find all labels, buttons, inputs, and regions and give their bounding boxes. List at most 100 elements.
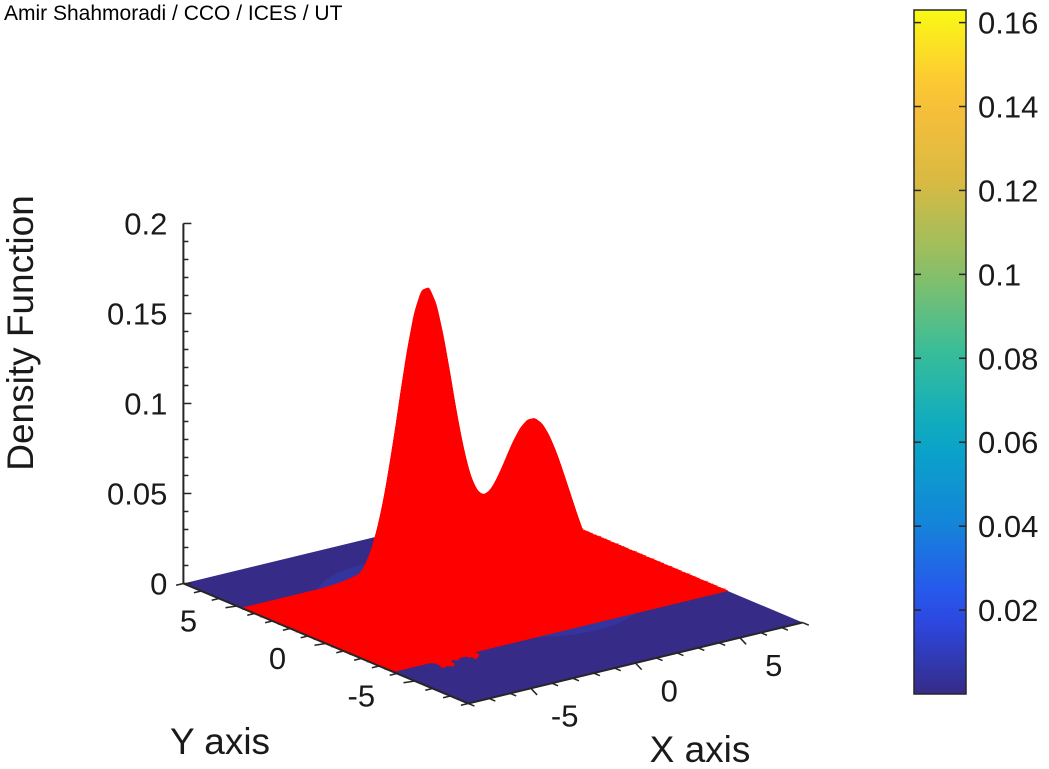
random-walk-point <box>488 613 494 619</box>
x-tick <box>467 702 475 707</box>
y-tick <box>425 687 433 691</box>
random-walk-point <box>408 610 414 616</box>
x-tick <box>488 697 496 702</box>
random-walk-point <box>396 560 402 566</box>
random-walk-point <box>543 627 549 633</box>
random-walk-point <box>520 551 526 557</box>
random-walk-point <box>445 659 451 665</box>
x-tick <box>718 642 726 647</box>
random-walk-point <box>445 618 451 624</box>
random-walk-point <box>538 620 544 626</box>
random-walk-point <box>347 605 353 611</box>
random-walk-point <box>445 639 451 645</box>
random-walk-point <box>458 638 464 644</box>
random-walk-point <box>458 562 464 568</box>
colorbar-gradient <box>914 10 966 694</box>
random-walk-path <box>332 486 560 668</box>
floor-axes: -5 0 5 -5 0 5 <box>175 582 810 734</box>
random-walk-point <box>432 590 438 596</box>
random-walk-point <box>454 647 460 653</box>
random-walk-point <box>458 541 464 547</box>
random-walk-point <box>411 647 417 653</box>
random-walk-point <box>459 648 465 654</box>
random-walk-point <box>404 625 410 631</box>
z-axis-label: Density Function <box>0 195 41 471</box>
random-walk-point <box>504 597 510 603</box>
random-walk-point <box>383 585 389 591</box>
x-tick <box>739 637 747 645</box>
random-walk-point <box>467 561 473 567</box>
random-walk-point <box>372 578 378 584</box>
random-walk-point <box>477 574 483 580</box>
random-walk-point <box>422 651 428 657</box>
random-walk-point <box>538 624 544 630</box>
random-walk-point <box>463 641 469 647</box>
colorbar-tick-label: 0.04 <box>978 509 1038 544</box>
random-walk-point <box>468 651 474 657</box>
random-walk-point <box>452 602 458 608</box>
random-walk-point <box>360 586 366 592</box>
random-walk-point <box>428 656 434 662</box>
random-walk-point <box>417 495 423 501</box>
random-walk-point <box>431 603 437 609</box>
z-tick-label: 0.2 <box>124 206 167 241</box>
random-walk-point <box>383 596 389 602</box>
random-walk-point <box>507 576 513 582</box>
random-walk-point <box>459 625 465 631</box>
random-walk-point <box>437 594 443 600</box>
random-walk-point <box>442 612 448 618</box>
x-tick <box>802 621 810 626</box>
random-walk-point <box>448 567 454 573</box>
colorbar-tick-label: 0.08 <box>978 341 1038 376</box>
random-walk-point <box>399 608 405 614</box>
random-walk-point <box>421 591 427 597</box>
random-walk-point <box>343 602 349 608</box>
z-tick-label: 0.15 <box>107 296 167 331</box>
random-walk-point <box>466 578 472 584</box>
y-tick <box>225 605 237 609</box>
y-tick <box>353 657 362 661</box>
random-walk-point <box>452 637 458 643</box>
random-walk-point <box>438 566 444 572</box>
x-tick <box>697 647 705 652</box>
y-tick <box>442 695 451 699</box>
y-tick <box>211 597 220 601</box>
random-walk-point <box>453 655 459 661</box>
random-walk-point <box>440 662 446 668</box>
axis-labels: X axis Y axis Density Function <box>0 195 750 769</box>
random-walk-point <box>374 613 380 619</box>
random-walk-point <box>452 563 458 569</box>
colorbar: 0.02 0.04 0.06 0.08 0.1 0.12 0.14 0.16 <box>913 6 1038 695</box>
random-walk-point <box>491 611 497 617</box>
random-walk-point <box>474 586 480 592</box>
random-walk-point <box>426 624 432 630</box>
random-walk-point <box>427 605 433 611</box>
random-walk-point <box>425 555 431 561</box>
y-tick <box>300 635 309 639</box>
random-walk-point <box>507 595 513 601</box>
random-walk-point <box>382 579 388 585</box>
random-walk-point <box>425 521 431 527</box>
random-walk-point <box>454 578 460 584</box>
random-walk-point <box>418 614 424 620</box>
colorbar-tick-label: 0.06 <box>978 425 1038 460</box>
x-tick <box>530 687 538 696</box>
random-walk-point <box>364 604 370 610</box>
random-walk-point <box>455 590 461 596</box>
random-walk-point <box>443 572 449 578</box>
x-tick-label: 0 <box>661 673 678 708</box>
x-tick <box>614 667 622 672</box>
random-walk-point <box>438 530 444 536</box>
y-tick <box>247 612 255 616</box>
random-walk-point <box>432 556 438 562</box>
random-walk-point <box>447 604 453 610</box>
y-tick <box>403 680 415 684</box>
random-walk-point <box>434 648 440 654</box>
random-walk-point <box>438 533 444 539</box>
random-walk-point <box>527 559 533 565</box>
random-walk-point <box>436 656 442 662</box>
random-walk-point <box>457 546 463 552</box>
x-tick <box>760 631 768 636</box>
z-axis: 0 0.05 0.1 0.15 0.2 <box>107 206 192 601</box>
